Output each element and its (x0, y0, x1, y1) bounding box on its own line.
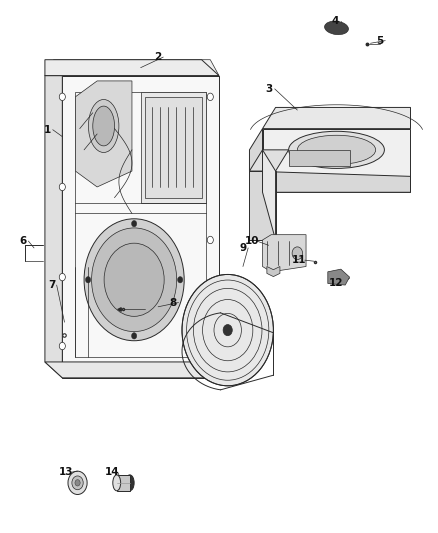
Circle shape (292, 247, 303, 260)
Polygon shape (45, 60, 219, 76)
Polygon shape (145, 97, 201, 198)
Polygon shape (250, 171, 276, 240)
Text: 6: 6 (20, 236, 27, 246)
Circle shape (59, 93, 65, 101)
Ellipse shape (113, 475, 120, 491)
Text: 9: 9 (240, 243, 247, 253)
Polygon shape (62, 76, 219, 378)
Circle shape (92, 228, 177, 332)
Ellipse shape (325, 21, 349, 35)
Text: 7: 7 (48, 280, 55, 290)
Polygon shape (262, 108, 410, 128)
Text: 12: 12 (329, 278, 344, 288)
Polygon shape (262, 235, 306, 272)
Circle shape (207, 93, 213, 101)
Polygon shape (289, 150, 350, 166)
Ellipse shape (289, 131, 385, 168)
Circle shape (131, 221, 137, 227)
Circle shape (72, 476, 83, 490)
Circle shape (131, 333, 137, 339)
Circle shape (84, 219, 184, 341)
Circle shape (207, 236, 213, 244)
Text: 8: 8 (170, 297, 177, 308)
Text: 4: 4 (332, 16, 339, 26)
Circle shape (59, 273, 65, 281)
Ellipse shape (125, 475, 134, 491)
Text: 13: 13 (59, 467, 73, 477)
Ellipse shape (182, 274, 273, 386)
Ellipse shape (297, 135, 376, 165)
Circle shape (59, 342, 65, 350)
Polygon shape (117, 475, 130, 491)
Polygon shape (45, 362, 219, 378)
Polygon shape (250, 128, 262, 192)
Text: 2: 2 (155, 52, 162, 62)
Ellipse shape (93, 106, 115, 146)
Ellipse shape (88, 100, 119, 152)
Polygon shape (262, 128, 410, 192)
Polygon shape (250, 150, 289, 171)
Circle shape (177, 277, 183, 283)
Text: 14: 14 (105, 467, 120, 477)
Circle shape (68, 471, 87, 495)
Polygon shape (267, 266, 280, 277)
Polygon shape (75, 81, 132, 187)
Polygon shape (141, 92, 206, 203)
Polygon shape (45, 60, 219, 76)
Circle shape (104, 243, 164, 317)
Circle shape (207, 342, 213, 350)
Circle shape (75, 480, 80, 486)
Circle shape (59, 183, 65, 191)
Text: 3: 3 (265, 84, 273, 94)
Text: 1: 1 (43, 125, 51, 135)
Polygon shape (328, 269, 350, 285)
Circle shape (85, 277, 91, 283)
Polygon shape (250, 171, 410, 192)
Polygon shape (45, 76, 62, 378)
Text: 5: 5 (376, 36, 384, 46)
Polygon shape (262, 150, 276, 240)
Text: 10: 10 (244, 236, 259, 246)
Text: 11: 11 (292, 255, 307, 265)
Circle shape (223, 325, 232, 336)
